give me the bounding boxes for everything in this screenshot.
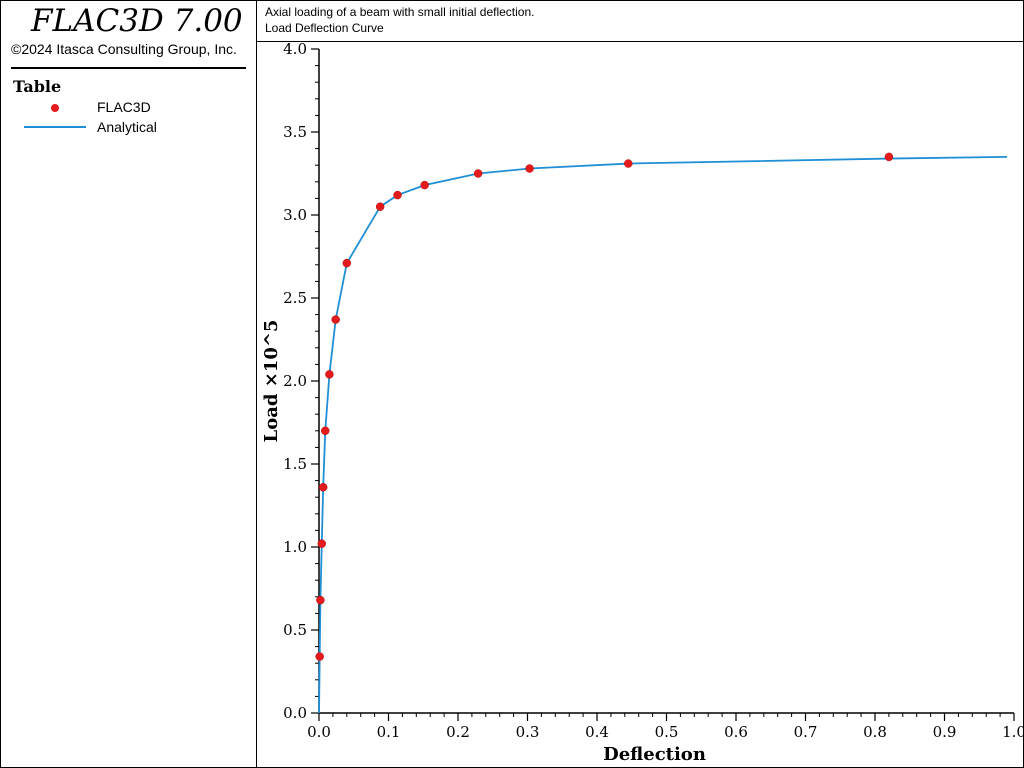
flac3d-data-point	[393, 190, 402, 200]
flac3d-data-point	[420, 180, 429, 190]
x-tick-label: 0.9	[933, 723, 957, 741]
x-tick-label: 0.1	[377, 723, 401, 741]
plot-area: 0.0 0.5 1.0 1.5 2.0 2.5 3.0 3.5 4.0 0.0 0.1 0.2 0.3 0…	[256, 41, 1024, 768]
flac3d-data-point	[317, 539, 327, 548]
legend-panel: FLAC3D 7.00 ©2024 Itasca Consulting Grou…	[0, 0, 257, 768]
y-tick-label: 2.0	[283, 372, 307, 390]
flac3d-data-point	[884, 152, 894, 162]
x-tick-label: 0.0	[307, 723, 331, 741]
legend-divider	[11, 67, 246, 69]
legend-title: Table	[13, 77, 62, 96]
flac3d-data-point	[331, 315, 340, 324]
y-tick-label: 3.5	[283, 123, 307, 141]
legend-flac3d-label: FLAC3D	[97, 99, 151, 115]
plot-header: Axial loading of a beam with small initi…	[256, 0, 1024, 42]
y-tick-label: 3.0	[283, 206, 307, 224]
x-tick-label: 0.5	[655, 723, 679, 741]
x-tick-label: 0.4	[585, 723, 609, 741]
y-tick-label: 1.5	[283, 455, 307, 473]
flac3d-data-point	[525, 164, 534, 173]
load-deflection-chart: 0.0 0.5 1.0 1.5 2.0 2.5 3.0 3.5 4.0 0.0 0.1 0.2 0.3 0…	[261, 42, 1023, 765]
flac3d-data-point	[315, 652, 324, 661]
flac3d-data-point	[624, 159, 633, 168]
x-tick-label: 0.3	[516, 723, 540, 741]
x-tick-label: 0.6	[724, 723, 748, 741]
legend-analytical-label: Analytical	[97, 119, 157, 135]
x-tick-label: 0.7	[794, 723, 818, 741]
legend-flac3d-marker-icon	[51, 104, 59, 112]
y-tick-label: 0.5	[283, 621, 307, 639]
x-tick-label: 0.8	[863, 723, 887, 741]
flac3d-data-point	[325, 370, 334, 379]
x-tick-label: 1.0	[1002, 723, 1023, 741]
flac3d-data-point	[342, 258, 352, 268]
analytical-curve	[318, 156, 1008, 714]
app-title: FLAC3D 7.00	[31, 3, 243, 39]
flac3d-data-point	[473, 169, 483, 178]
y-tick-label: 2.5	[283, 289, 307, 307]
y-tick-label: 4.0	[283, 42, 307, 58]
flac3d-data-point	[316, 595, 325, 605]
y-tick-label: 0.0	[283, 704, 307, 722]
plot-title-line1: Axial loading of a beam with small initi…	[265, 5, 535, 19]
x-tick-label: 0.2	[446, 723, 470, 741]
y-axis-title: Load ×10^5	[261, 320, 282, 443]
plot-title-line2: Load Deflection Curve	[265, 21, 384, 35]
y-tick-label: 1.0	[283, 538, 307, 556]
flac3d-data-point	[318, 482, 328, 492]
x-axis-title: Deflection	[603, 744, 706, 765]
legend-analytical-line-icon	[24, 126, 86, 128]
flac3d-data-point	[321, 426, 330, 436]
flac3d-data-point	[375, 202, 385, 211]
copyright-text: ©2024 Itasca Consulting Group, Inc.	[11, 41, 237, 57]
